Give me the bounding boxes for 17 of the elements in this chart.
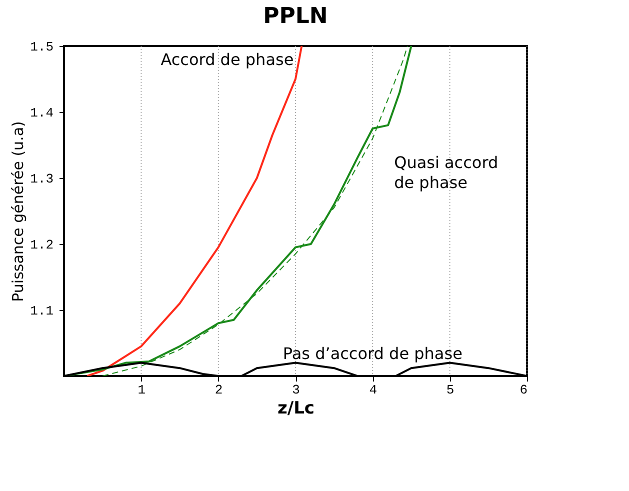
- x-tick-label: 6: [520, 382, 528, 398]
- y-tick-label: 1.1: [30, 304, 54, 318]
- x-tick-label: 3: [292, 382, 300, 398]
- y-tick-label: 1.2: [30, 238, 54, 252]
- x-tick-label: 1: [138, 382, 146, 398]
- series-label: Quasi accord de phase: [394, 153, 498, 192]
- y-axis-title: Puissance générée (u.a): [9, 121, 28, 302]
- series-label: Pas d’accord de phase: [282, 344, 462, 363]
- x-tick-label: 2: [214, 382, 223, 398]
- y-tick-label: 1.3: [30, 172, 54, 186]
- x-tick-label: 5: [446, 382, 454, 398]
- chart-title: PPLN: [263, 4, 328, 29]
- x-axis-title: z/Lc: [277, 398, 315, 418]
- x-tick-label: 4: [369, 382, 378, 398]
- y-tick-label: 1.4: [30, 106, 54, 120]
- y-tick-label: 1.5: [30, 40, 54, 54]
- series-label: Accord de phase: [160, 50, 294, 69]
